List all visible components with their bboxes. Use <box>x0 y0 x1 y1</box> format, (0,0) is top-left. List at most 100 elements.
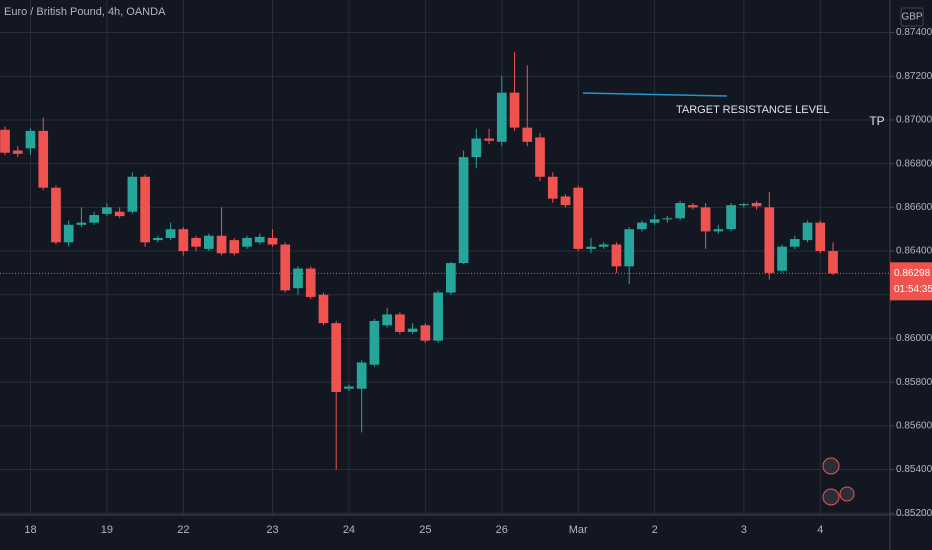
candle-body <box>547 176 558 199</box>
chart-title: Euro / British Pound, 4h, OANDA <box>4 6 166 18</box>
candle-body <box>318 294 329 324</box>
candle-body <box>114 211 125 217</box>
candle-body <box>688 205 698 208</box>
x-tick-label: 3 <box>741 524 747 536</box>
candle-body <box>789 239 800 247</box>
event-icon <box>822 457 840 475</box>
candle-body <box>611 244 622 267</box>
candle-body <box>356 362 367 389</box>
candle-body <box>395 314 405 332</box>
candle-body <box>344 386 354 389</box>
last-price-label: 0.86298 <box>894 268 931 279</box>
candle-body <box>496 92 507 142</box>
candle-body <box>484 138 494 141</box>
candle-body <box>446 263 456 293</box>
y-tick-label: 0.86400 <box>896 246 932 257</box>
candle-body <box>662 218 673 220</box>
candle-body <box>293 268 303 289</box>
candle-body <box>649 219 660 223</box>
x-tick-label: 19 <box>101 524 113 536</box>
candle-body <box>305 268 316 297</box>
y-tick-label: 0.86000 <box>896 333 932 344</box>
candle-body <box>586 246 596 249</box>
y-tick-label: 0.87400 <box>896 27 932 38</box>
candle-body <box>420 325 431 341</box>
candle-body <box>140 176 150 243</box>
y-tick-label: 0.85200 <box>896 508 932 519</box>
candle-body <box>280 244 291 291</box>
y-tick-label: 0.87000 <box>896 115 932 126</box>
candle-body <box>573 187 584 249</box>
currency-label: GBP <box>901 12 922 23</box>
candle-body <box>63 224 74 243</box>
candle-body <box>127 176 138 212</box>
event-icon <box>839 486 855 502</box>
candle-body <box>38 130 49 188</box>
trend-line <box>582 92 728 97</box>
countdown-label: 01:54:35 <box>894 284 932 295</box>
x-tick-label: Mar <box>569 524 588 536</box>
candle-body <box>458 157 469 264</box>
candle-body <box>738 204 749 206</box>
candle-body <box>229 240 240 254</box>
x-tick-label: 24 <box>343 524 355 536</box>
candle-body <box>267 237 278 245</box>
candle-body <box>535 137 545 177</box>
candle-body <box>471 138 482 158</box>
candle-body <box>777 246 787 271</box>
candle-body <box>675 202 685 219</box>
x-tick-label: 4 <box>817 524 823 536</box>
candle-body <box>369 320 380 365</box>
tp-label: TP <box>869 114 884 128</box>
candle-body <box>51 187 61 243</box>
candle-body <box>216 235 227 254</box>
candle-body <box>0 129 10 153</box>
candles <box>0 52 838 470</box>
candle-body <box>153 237 163 241</box>
last-price-box <box>890 262 932 301</box>
candle-body <box>203 235 214 249</box>
event-icon <box>822 488 840 506</box>
candle-body <box>700 207 711 232</box>
x-tick-label: 25 <box>419 524 431 536</box>
candle-body <box>726 205 736 230</box>
candle-body <box>254 236 265 243</box>
candle-body <box>76 222 87 225</box>
y-tick-label: 0.86800 <box>896 158 932 169</box>
candle-body <box>522 127 533 142</box>
candle-body <box>89 215 100 223</box>
candle-body <box>828 251 838 274</box>
candle-body <box>624 229 635 267</box>
candle-body <box>25 130 36 149</box>
candle-body <box>764 207 775 273</box>
currency-box <box>900 7 924 27</box>
candle-body <box>331 323 342 392</box>
candle-body <box>191 237 201 247</box>
y-tick-label: 0.85600 <box>896 420 932 431</box>
y-tick-label: 0.86600 <box>896 202 932 213</box>
candle-body <box>165 229 176 238</box>
grid-group <box>0 0 890 515</box>
candle-body <box>178 229 189 252</box>
x-tick-label: 18 <box>24 524 36 536</box>
candle-body <box>12 150 23 154</box>
annotation: TARGET RESISTANCE LEVEL <box>676 104 829 116</box>
y-tick-label: 0.85400 <box>896 464 932 475</box>
candle-body <box>751 202 762 207</box>
x-tick-label: 22 <box>177 524 189 536</box>
candle-body <box>382 314 392 326</box>
x-tick-label: 26 <box>496 524 508 536</box>
candle-body <box>802 222 813 241</box>
candle-body <box>815 222 826 252</box>
candle-body <box>509 92 520 128</box>
candle-body <box>598 244 609 247</box>
candle-body <box>637 222 647 230</box>
candle-body <box>433 292 443 341</box>
x-tick-label: 2 <box>652 524 658 536</box>
candle-body <box>713 229 724 232</box>
y-tick-label: 0.87200 <box>896 71 932 82</box>
candle-body <box>242 237 252 247</box>
